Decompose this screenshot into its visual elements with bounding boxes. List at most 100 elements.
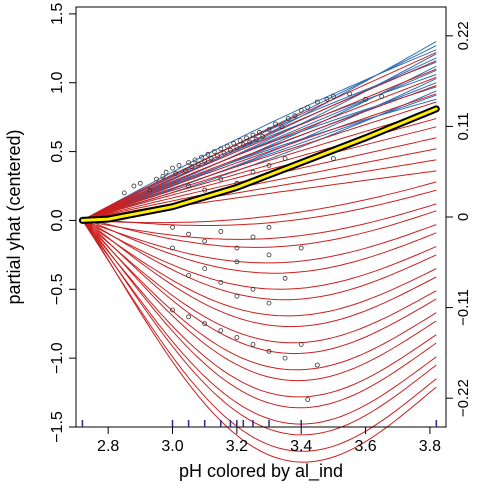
ice-curve-red	[82, 220, 437, 344]
data-point	[215, 153, 221, 159]
data-point	[218, 176, 224, 182]
ice-curve-red	[82, 217, 437, 382]
data-point	[170, 307, 175, 313]
data-point	[363, 96, 369, 102]
average-curve	[78, 105, 440, 224]
data-points	[121, 91, 385, 402]
data-point	[218, 229, 224, 234]
data-point	[227, 147, 233, 153]
ice-curve-red	[82, 219, 437, 264]
data-point	[330, 94, 336, 99]
data-point	[330, 156, 336, 161]
ice-curve-red	[82, 109, 437, 221]
data-point	[266, 162, 272, 168]
average-curve-line	[80, 107, 438, 222]
data-point	[186, 183, 192, 189]
ice-curve-red	[82, 203, 437, 240]
y-axis-label: partial yhat (centered)	[4, 129, 24, 304]
data-point	[260, 133, 266, 139]
ice-curve-red	[82, 51, 437, 221]
ice-curve-red	[81, 217, 437, 436]
data-point	[224, 143, 230, 149]
ice-curve-red	[81, 220, 437, 452]
data-point	[211, 149, 217, 155]
data-point	[202, 266, 208, 272]
data-point	[121, 190, 127, 196]
data-point	[231, 140, 237, 146]
ice-curve-red	[82, 189, 437, 226]
ice-curve-red	[82, 220, 437, 371]
y-tick-label: 1.5	[49, 3, 66, 25]
ice-curves	[81, 40, 437, 463]
data-point	[279, 124, 285, 130]
data-point	[250, 341, 256, 347]
data-point	[189, 164, 195, 170]
data-point	[244, 135, 249, 141]
ice-curve-red	[82, 219, 437, 290]
data-point	[292, 113, 298, 119]
y-tick-label: −0.5	[49, 273, 66, 305]
y-tick-label: −1.0	[49, 342, 66, 374]
data-point	[324, 96, 330, 102]
ice-curve-red	[82, 217, 437, 274]
data-point	[202, 321, 208, 327]
ice-curve-red	[82, 126, 437, 221]
ice-curve-red	[81, 217, 437, 463]
data-point	[199, 154, 204, 160]
ice-curve-red	[82, 210, 437, 248]
data-point	[218, 279, 224, 285]
data-point	[147, 187, 153, 193]
data-point	[234, 335, 240, 340]
data-point	[256, 129, 262, 135]
x-tick-label: 2.8	[97, 438, 119, 455]
data-point	[208, 156, 214, 161]
data-point	[163, 169, 169, 175]
data-point	[195, 161, 201, 167]
data-point	[347, 91, 352, 97]
data-point	[379, 94, 385, 99]
data-point	[205, 151, 211, 157]
data-point	[282, 275, 288, 281]
data-point	[182, 168, 188, 174]
ice-curve-red	[82, 93, 437, 221]
ice-curve-red	[82, 219, 437, 317]
y2-tick-label: 0.11	[455, 112, 472, 140]
y2-tick-label: 0	[455, 213, 472, 221]
data-point	[131, 183, 137, 189]
data-point	[176, 162, 182, 168]
data-point	[266, 348, 272, 354]
data-point	[250, 286, 256, 292]
data-point	[234, 245, 240, 251]
data-point	[314, 362, 320, 368]
ice-curve-red	[82, 217, 437, 355]
data-point	[298, 107, 304, 113]
data-point	[137, 180, 143, 186]
x-tick-label: 3.4	[290, 438, 312, 455]
ice-curve-blue	[82, 49, 437, 221]
y-axis: −1.5 −1.0 −0.5 0.0 0.5 1.0 1.5	[49, 3, 76, 443]
ice-curve-red	[82, 101, 437, 221]
x-axis: 2.8 3.0 3.2 3.4 3.6 3.8	[97, 427, 441, 455]
data-point	[298, 341, 304, 347]
y-tick-label: −1.5	[49, 411, 66, 443]
data-point	[186, 273, 192, 278]
data-point	[202, 187, 208, 193]
data-point	[266, 252, 272, 258]
ice-curve-red	[82, 217, 437, 328]
y2-tick-label: 0.22	[455, 21, 472, 50]
ice-curve-red	[82, 68, 437, 221]
data-point	[173, 171, 179, 177]
data-point	[192, 157, 198, 163]
data-point	[186, 314, 192, 320]
x-tick-label: 3.6	[354, 438, 376, 455]
data-point	[237, 138, 243, 144]
ice-curve-red	[82, 217, 437, 409]
data-point	[240, 142, 246, 148]
data-point	[253, 136, 259, 142]
data-point	[221, 150, 227, 156]
data-point	[218, 146, 224, 152]
data-point	[285, 116, 291, 121]
data-point	[282, 355, 288, 361]
